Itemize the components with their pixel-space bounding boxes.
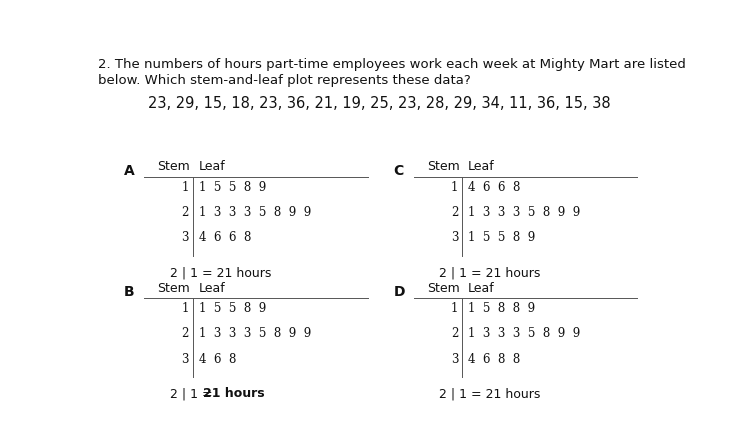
Text: 2 | 1 = 21 hours: 2 | 1 = 21 hours (170, 266, 272, 279)
Text: Stem: Stem (157, 160, 190, 173)
Text: 3: 3 (181, 231, 189, 244)
Text: Leaf: Leaf (198, 282, 226, 295)
Text: 1: 1 (451, 181, 458, 194)
Text: 4  6  8: 4 6 8 (198, 353, 236, 366)
Text: 4  6  6  8: 4 6 6 8 (468, 181, 520, 194)
Text: D: D (394, 285, 405, 299)
Text: 2. The numbers of hours part-time employees work each week at Mighty Mart are li: 2. The numbers of hours part-time employ… (98, 58, 686, 71)
Text: 1: 1 (181, 302, 189, 315)
Text: 2: 2 (451, 328, 458, 340)
Text: 21 hours: 21 hours (203, 388, 264, 400)
Text: 1  5  5  8  9: 1 5 5 8 9 (198, 302, 266, 315)
Text: 3: 3 (181, 353, 189, 366)
Text: Leaf: Leaf (468, 160, 495, 173)
Text: 1  3  3  3  5  8  9  9: 1 3 3 3 5 8 9 9 (468, 206, 580, 219)
Text: 1  3  3  3  5  8  9  9: 1 3 3 3 5 8 9 9 (198, 206, 311, 219)
Text: 2 | 1 = 21 hours: 2 | 1 = 21 hours (440, 388, 541, 400)
Text: C: C (394, 164, 404, 178)
Text: Stem: Stem (427, 160, 460, 173)
Text: Leaf: Leaf (468, 282, 495, 295)
Text: 1  3  3  3  5  8  9  9: 1 3 3 3 5 8 9 9 (198, 328, 311, 340)
Text: 23, 29, 15, 18, 23, 36, 21, 19, 25, 23, 28, 29, 34, 11, 36, 15, 38: 23, 29, 15, 18, 23, 36, 21, 19, 25, 23, … (148, 96, 610, 111)
Text: Leaf: Leaf (198, 160, 226, 173)
Text: 2: 2 (451, 206, 458, 219)
Text: 1  3  3  3  5  8  9  9: 1 3 3 3 5 8 9 9 (468, 328, 580, 340)
Text: B: B (124, 285, 135, 299)
Text: 2 | 1 =: 2 | 1 = (170, 388, 217, 400)
Text: 2: 2 (181, 328, 189, 340)
Text: Stem: Stem (427, 282, 460, 295)
Text: 4  6  8  8: 4 6 8 8 (468, 353, 520, 366)
Text: 1  5  5  8  9: 1 5 5 8 9 (198, 181, 266, 194)
Text: Stem: Stem (157, 282, 190, 295)
Text: 2: 2 (181, 206, 189, 219)
Text: 2 | 1 = 21 hours: 2 | 1 = 21 hours (440, 266, 541, 279)
Text: below. Which stem-and-leaf plot represents these data?: below. Which stem-and-leaf plot represen… (98, 74, 471, 88)
Text: A: A (124, 164, 135, 178)
Text: 1: 1 (451, 302, 458, 315)
Text: 3: 3 (451, 353, 458, 366)
Text: 3: 3 (451, 231, 458, 244)
Text: 4  6  6  8: 4 6 6 8 (198, 231, 251, 244)
Text: 1  5  8  8  9: 1 5 8 8 9 (468, 302, 535, 315)
Text: 1  5  5  8  9: 1 5 5 8 9 (468, 231, 536, 244)
Text: 1: 1 (181, 181, 189, 194)
